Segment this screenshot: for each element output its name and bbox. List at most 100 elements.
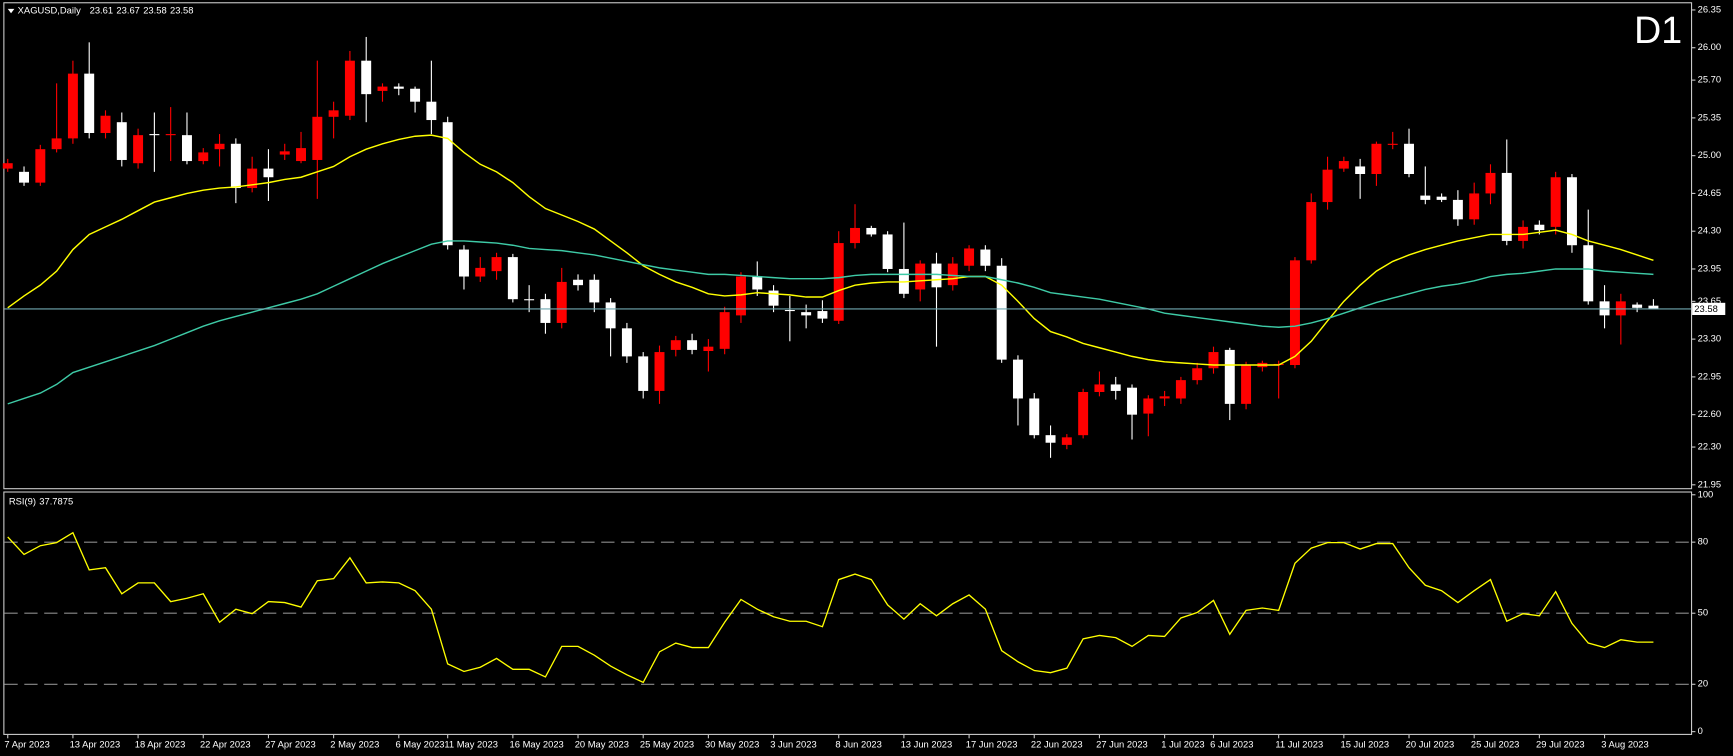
y-tick-label: 26.00	[1698, 41, 1721, 52]
candle-body	[344, 60, 355, 116]
y-tick-label: 22.95	[1698, 370, 1721, 381]
text-layer: D1 21.95 22.30 22.60 22.95 23.30 23.65 23.95 24…	[4, 3, 1726, 749]
x-tick-label: 8 Jun 2023	[835, 738, 881, 749]
candle-body	[1127, 387, 1137, 415]
candle-body	[719, 312, 730, 349]
x-tick-label: 18 Apr 2023	[135, 738, 186, 749]
y-tick-label: 100	[1698, 488, 1714, 499]
candle-body	[980, 249, 991, 266]
candle-body	[1175, 380, 1186, 399]
chart-header: XAGUSD,Daily 23.61 23.67 23.58 23.58	[18, 5, 194, 16]
candle-body	[312, 116, 323, 160]
x-tick-label: 7 Apr 2023	[4, 738, 49, 749]
candle-body	[1306, 202, 1317, 261]
candle-body	[1045, 435, 1056, 443]
candle-body	[214, 143, 225, 150]
candle-body	[328, 110, 339, 117]
candle-body	[1094, 384, 1105, 393]
candle-body	[1420, 195, 1431, 200]
candle-body	[621, 328, 632, 357]
candle-body	[19, 171, 30, 183]
candle-body	[670, 340, 681, 350]
price-panel-frame	[3, 2, 1693, 490]
candle-body	[833, 243, 844, 321]
y-tick-label: 26.35	[1698, 3, 1721, 14]
candle-body	[540, 299, 551, 323]
candle-body	[784, 309, 795, 312]
candle-body	[703, 346, 714, 351]
candle-body	[1110, 384, 1121, 391]
candle-body	[35, 149, 46, 183]
candle-body	[1078, 392, 1089, 436]
candle-body	[198, 152, 209, 162]
moving-average-line	[7, 134, 1654, 366]
candle-body	[67, 73, 78, 139]
x-tick-label: 22 Apr 2023	[200, 738, 251, 749]
candle-body	[1452, 199, 1463, 220]
x-tick-label: 11 Jul 2023	[1275, 738, 1323, 749]
candle-body	[1534, 224, 1545, 231]
y-tick-label: 24.30	[1698, 225, 1721, 236]
x-tick-label: 6 Jul 2023	[1210, 738, 1253, 749]
y-tick-label: 0	[1698, 725, 1703, 736]
candle-body	[361, 60, 372, 95]
candle-body	[768, 290, 779, 306]
candle-body	[393, 86, 404, 89]
candle-body	[605, 302, 616, 329]
candle-body	[1355, 166, 1366, 175]
x-tick-label: 2 May 2023	[330, 738, 379, 749]
candle-body	[1436, 196, 1447, 200]
x-tick-label: 16 May 2023	[510, 738, 564, 749]
header-value: XAGUSD,Daily	[18, 5, 81, 16]
x-tick-label: 13 Jun 2023	[901, 738, 953, 749]
symbol-menu-arrow[interactable]	[7, 8, 15, 14]
indicator-line	[7, 531, 1654, 684]
x-tick-label: 25 Jul 2023	[1471, 738, 1520, 749]
candle-body	[458, 249, 469, 277]
candle-body	[638, 356, 649, 391]
y-tick-label: 23.30	[1698, 333, 1721, 344]
y-tick-label: 24.65	[1698, 187, 1721, 198]
x-tick-label: 20 May 2023	[575, 738, 629, 749]
candle-body	[442, 122, 453, 246]
candle-body	[1566, 177, 1577, 246]
candle-body	[866, 227, 877, 235]
candle-body	[1485, 172, 1496, 194]
candle-body	[1550, 177, 1561, 227]
candle-body	[181, 135, 192, 162]
x-tick-label: 13 Apr 2023	[70, 738, 121, 749]
header-value: 23.67	[116, 5, 139, 16]
candle-body	[1469, 193, 1480, 220]
candle-body	[1501, 172, 1512, 241]
candle-body	[1404, 143, 1414, 175]
candle-body	[752, 276, 763, 290]
x-tick-label: 29 Jul 2023	[1536, 738, 1585, 749]
y-tick-label: 50	[1698, 607, 1708, 618]
header-value: 23.58	[143, 5, 166, 16]
candle-body	[687, 340, 698, 350]
candle-body	[1224, 349, 1235, 404]
x-tick-label: 27 Jun 2023	[1096, 738, 1148, 749]
candle-body	[230, 143, 241, 189]
candle-body	[735, 276, 746, 316]
candle-body	[410, 88, 421, 102]
timeframe-label: D1	[1634, 9, 1682, 51]
candle-body	[1387, 143, 1398, 145]
x-tick-label: 20 Jul 2023	[1406, 738, 1455, 749]
candle-body	[247, 168, 258, 189]
candle-body	[850, 227, 860, 244]
candle-body	[149, 134, 160, 136]
candle-body	[133, 135, 144, 164]
candle-body	[51, 138, 62, 150]
x-tick-label: 30 May 2023	[705, 738, 759, 749]
candle-body	[1289, 260, 1300, 366]
candle-body	[1241, 365, 1252, 404]
candle-body	[279, 151, 290, 155]
y-tick-label: 22.30	[1698, 441, 1721, 452]
candle-body	[475, 267, 486, 277]
candle-body	[556, 281, 567, 323]
candle-body	[817, 311, 828, 319]
candle-body	[573, 279, 583, 286]
